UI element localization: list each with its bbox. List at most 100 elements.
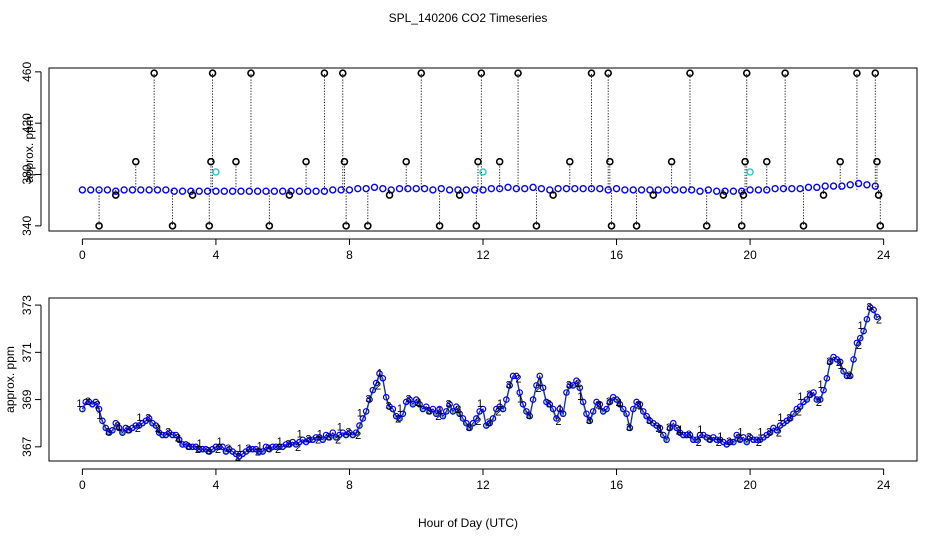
spike-point <box>741 157 749 166</box>
spike-point <box>781 69 789 77</box>
co2-point <box>537 184 546 193</box>
co2-point <box>823 375 831 382</box>
co2-point <box>821 182 829 190</box>
x-axis-title: Hour of Day (UTC) <box>418 516 518 530</box>
co2-point <box>773 426 781 434</box>
co2-point <box>606 398 614 406</box>
series-2-marker: 2 <box>555 416 561 428</box>
spike-point <box>232 157 240 166</box>
co2-point <box>379 375 387 382</box>
spike-point <box>385 191 394 199</box>
spike-point <box>876 222 885 230</box>
series-2-marker: 2 <box>395 413 401 425</box>
top-x-axis: 0 4 8 12 16 20 24 <box>79 238 891 262</box>
co2-point <box>738 187 746 195</box>
co2-point <box>409 401 417 408</box>
co2-point <box>312 434 320 441</box>
co2-point <box>112 419 120 427</box>
series-2-marker: 2 <box>495 406 501 418</box>
spike-point <box>495 157 504 166</box>
co2-point <box>683 431 690 439</box>
co2-point <box>686 431 694 439</box>
y-tick-label: 369 <box>20 389 34 409</box>
co2-point <box>389 405 397 413</box>
co2-point <box>850 356 857 363</box>
co2-point <box>115 424 123 432</box>
y-tick-label: 340 <box>20 216 34 236</box>
series-3-marker: 3 <box>586 415 592 427</box>
co2-point <box>437 184 445 193</box>
series-2-marker: 2 <box>255 447 261 459</box>
series-3-marker: 3 <box>526 410 532 422</box>
bottom-x-axis: 0 4 8 12 16 20 24 <box>79 468 891 492</box>
co2-point <box>589 408 597 415</box>
co2-point <box>669 419 677 427</box>
series-3-marker: 3 <box>846 370 852 382</box>
series-2-marker: 2 <box>415 397 421 409</box>
co2-point <box>654 186 662 194</box>
series-1-marker: 1 <box>357 407 363 419</box>
co2-point <box>120 186 128 194</box>
series-3-marker: 3 <box>305 434 311 446</box>
spike-point <box>514 69 522 77</box>
co2-point <box>212 443 220 451</box>
y-tick-label: 420 <box>20 113 34 133</box>
series-3-marker: 3 <box>746 431 752 443</box>
series-2-marker: 2 <box>135 423 141 435</box>
co2-point <box>245 187 254 195</box>
series-1-marker: 1 <box>237 443 243 455</box>
series-3-marker: 3 <box>686 429 692 441</box>
top-plot-panel: approx. ppm 0 4 8 12 16 20 24 340 380 420 460 <box>20 62 918 262</box>
x-tick-label: 24 <box>877 478 891 492</box>
co2-point <box>487 184 496 193</box>
co2-point <box>870 306 877 314</box>
co2-point <box>846 372 854 380</box>
co2-point <box>836 358 844 366</box>
spike-point <box>762 157 771 166</box>
x-tick-label: 0 <box>79 478 86 492</box>
spike-point <box>836 157 845 166</box>
co2-point <box>352 429 360 436</box>
series-2-marker: 2 <box>155 423 161 435</box>
series-2-marker: 2 <box>315 435 321 447</box>
co2-point <box>329 186 337 194</box>
series-1-marker: 1 <box>277 436 283 448</box>
co2-point <box>79 405 86 413</box>
spike-point <box>247 69 255 77</box>
series-1-marker: 1 <box>557 403 563 415</box>
series-2-marker: 2 <box>816 397 822 409</box>
series-2-marker: 2 <box>716 437 722 449</box>
co2-point <box>319 436 327 444</box>
series-2-marker: 2 <box>175 432 181 444</box>
co2-point <box>95 186 103 194</box>
co2-point <box>504 183 512 192</box>
co2-point <box>571 184 579 193</box>
series-1-marker: 1 <box>176 433 182 445</box>
series-3-marker: 3 <box>365 394 371 406</box>
series-1-marker: 1 <box>437 405 443 417</box>
spike-point <box>402 157 411 166</box>
bottom-y-axis-label: approx. ppm <box>3 346 17 413</box>
series-2-marker: 2 <box>836 357 842 369</box>
series-3-marker: 3 <box>786 412 792 424</box>
series-1-marker: 1 <box>477 398 483 410</box>
x-tick-label: 4 <box>213 248 220 262</box>
spike-point <box>737 222 746 230</box>
series-3-marker: 3 <box>826 356 832 368</box>
co2-point <box>521 184 529 193</box>
co2-point <box>112 187 120 195</box>
co2-point <box>82 398 90 406</box>
spike-point <box>474 157 482 166</box>
co2-point <box>576 384 584 392</box>
series-1-marker: 1 <box>858 320 864 332</box>
co2-point <box>546 186 554 194</box>
x-tick-label: 16 <box>610 248 624 262</box>
co2-point <box>486 419 493 427</box>
series-1-marker: 1 <box>717 431 723 443</box>
co2-point <box>690 436 697 444</box>
co2-point <box>613 396 620 403</box>
co2-point <box>270 187 279 195</box>
series-1-marker: 1 <box>697 424 703 436</box>
spike-point <box>285 191 294 199</box>
